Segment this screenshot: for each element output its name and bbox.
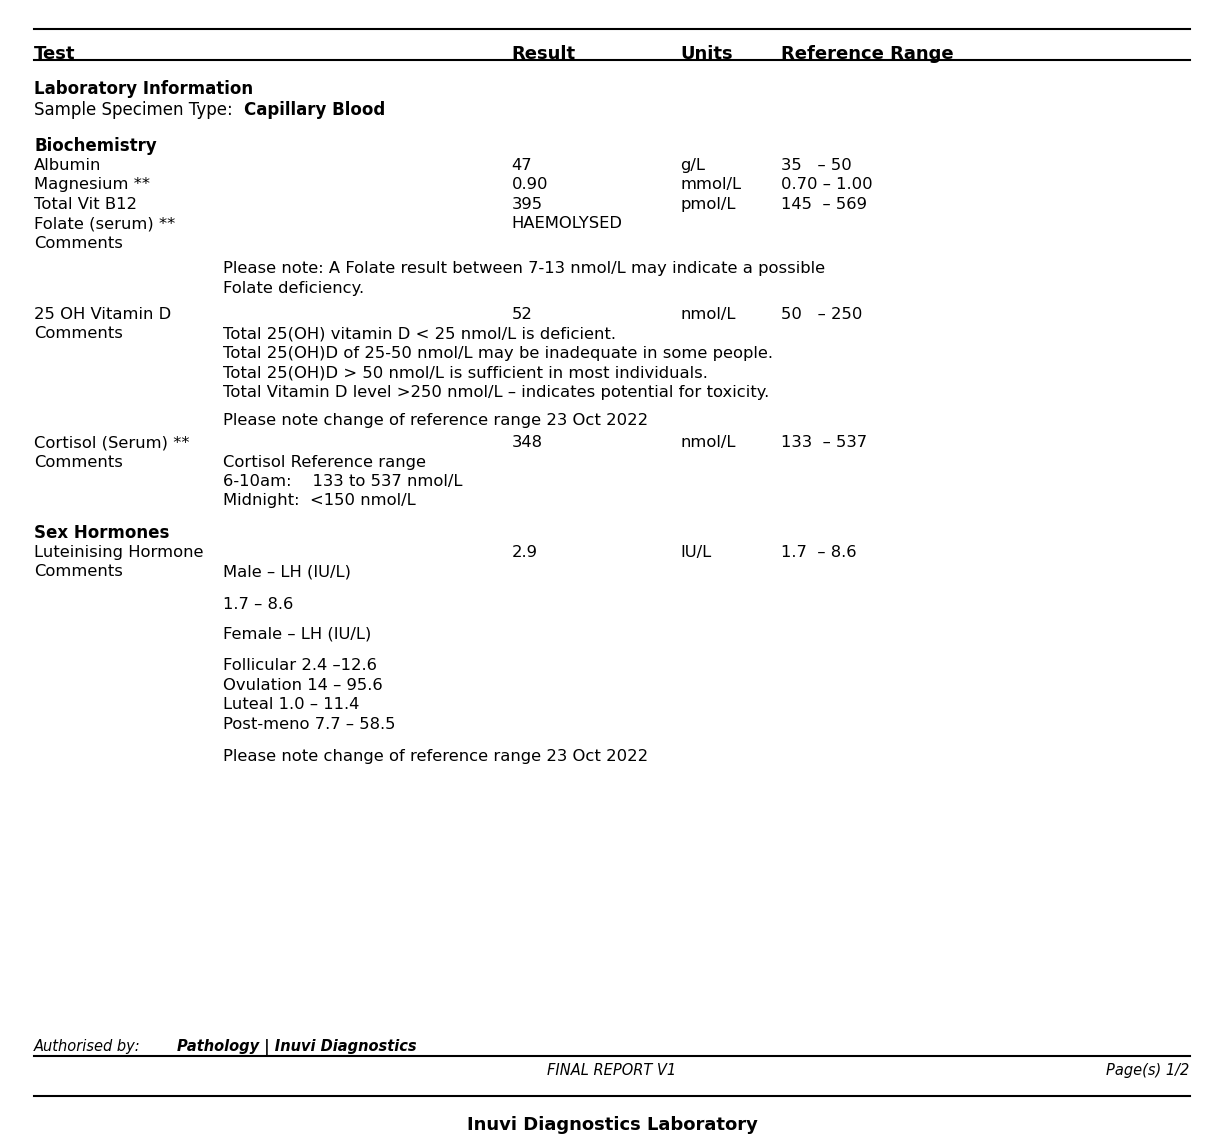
Text: Folate (serum) **: Folate (serum) ** [34, 216, 175, 231]
Text: nmol/L: nmol/L [681, 307, 736, 322]
Text: nmol/L: nmol/L [681, 435, 736, 450]
Text: 35   – 50: 35 – 50 [781, 158, 852, 173]
Text: 395: 395 [512, 197, 542, 212]
Text: 1.7 – 8.6: 1.7 – 8.6 [223, 597, 293, 611]
Text: Cortisol Reference range: Cortisol Reference range [223, 455, 426, 469]
Text: Folate deficiency.: Folate deficiency. [223, 281, 364, 295]
Text: Sex Hormones: Sex Hormones [34, 524, 170, 543]
Text: Magnesium **: Magnesium ** [34, 177, 151, 192]
Text: Total 25(OH) vitamin D < 25 nmol/L is deficient.: Total 25(OH) vitamin D < 25 nmol/L is de… [223, 326, 616, 341]
Text: g/L: g/L [681, 158, 705, 173]
Text: Cortisol (Serum) **: Cortisol (Serum) ** [34, 435, 190, 450]
Text: 133  – 537: 133 – 537 [781, 435, 867, 450]
Text: Albumin: Albumin [34, 158, 102, 173]
Text: 348: 348 [512, 435, 542, 450]
Text: Units: Units [681, 45, 733, 63]
Text: Ovulation 14 – 95.6: Ovulation 14 – 95.6 [223, 678, 383, 693]
Text: Pathology | Inuvi Diagnostics: Pathology | Inuvi Diagnostics [177, 1039, 417, 1055]
Text: Total 25(OH)D of 25-50 nmol/L may be inadequate in some people.: Total 25(OH)D of 25-50 nmol/L may be ina… [223, 346, 772, 361]
Text: Authorised by:: Authorised by: [34, 1039, 146, 1053]
Text: IU/L: IU/L [681, 545, 712, 560]
Text: Please note change of reference range 23 Oct 2022: Please note change of reference range 23… [223, 749, 647, 764]
Text: 25 OH Vitamin D: 25 OH Vitamin D [34, 307, 171, 322]
Text: Reference Range: Reference Range [781, 45, 953, 63]
Text: Biochemistry: Biochemistry [34, 137, 157, 156]
Text: 145  – 569: 145 – 569 [781, 197, 867, 212]
Text: 0.90: 0.90 [512, 177, 548, 192]
Text: 47: 47 [512, 158, 532, 173]
Text: Comments: Comments [34, 455, 124, 469]
Text: 6-10am:    133 to 537 nmol/L: 6-10am: 133 to 537 nmol/L [223, 474, 463, 489]
Text: mmol/L: mmol/L [681, 177, 742, 192]
Text: Comments: Comments [34, 326, 124, 341]
Text: Please note change of reference range 23 Oct 2022: Please note change of reference range 23… [223, 413, 647, 428]
Text: Sample Specimen Type:: Sample Specimen Type: [34, 101, 239, 119]
Text: FINAL REPORT V1: FINAL REPORT V1 [547, 1063, 677, 1077]
Text: Test: Test [34, 45, 76, 63]
Text: Male – LH (IU/L): Male – LH (IU/L) [223, 564, 351, 579]
Text: Result: Result [512, 45, 575, 63]
Text: Comments: Comments [34, 236, 124, 251]
Text: Luteinising Hormone: Luteinising Hormone [34, 545, 203, 560]
Text: 0.70 – 1.00: 0.70 – 1.00 [781, 177, 873, 192]
Text: Comments: Comments [34, 564, 124, 579]
Text: Total 25(OH)D > 50 nmol/L is sufficient in most individuals.: Total 25(OH)D > 50 nmol/L is sufficient … [223, 365, 707, 380]
Text: Luteal 1.0 – 11.4: Luteal 1.0 – 11.4 [223, 697, 359, 712]
Text: 1.7  – 8.6: 1.7 – 8.6 [781, 545, 857, 560]
Text: Follicular 2.4 –12.6: Follicular 2.4 –12.6 [223, 658, 377, 673]
Text: Midnight:  <150 nmol/L: Midnight: <150 nmol/L [223, 493, 415, 508]
Text: 50   – 250: 50 – 250 [781, 307, 862, 322]
Text: Capillary Blood: Capillary Blood [245, 101, 386, 119]
Text: Laboratory Information: Laboratory Information [34, 80, 253, 98]
Text: HAEMOLYSED: HAEMOLYSED [512, 216, 623, 231]
Text: Please note: A Folate result between 7-13 nmol/L may indicate a possible: Please note: A Folate result between 7-1… [223, 261, 825, 276]
Text: Total Vit B12: Total Vit B12 [34, 197, 137, 212]
Text: 2.9: 2.9 [512, 545, 537, 560]
Text: Inuvi Diagnostics Laboratory: Inuvi Diagnostics Laboratory [466, 1116, 758, 1135]
Text: Total Vitamin D level >250 nmol/L – indicates potential for toxicity.: Total Vitamin D level >250 nmol/L – indi… [223, 385, 769, 400]
Text: pmol/L: pmol/L [681, 197, 736, 212]
Text: Page(s) 1/2: Page(s) 1/2 [1106, 1063, 1190, 1077]
Text: Female – LH (IU/L): Female – LH (IU/L) [223, 626, 371, 641]
Text: 52: 52 [512, 307, 532, 322]
Text: Post-meno 7.7 – 58.5: Post-meno 7.7 – 58.5 [223, 717, 395, 732]
